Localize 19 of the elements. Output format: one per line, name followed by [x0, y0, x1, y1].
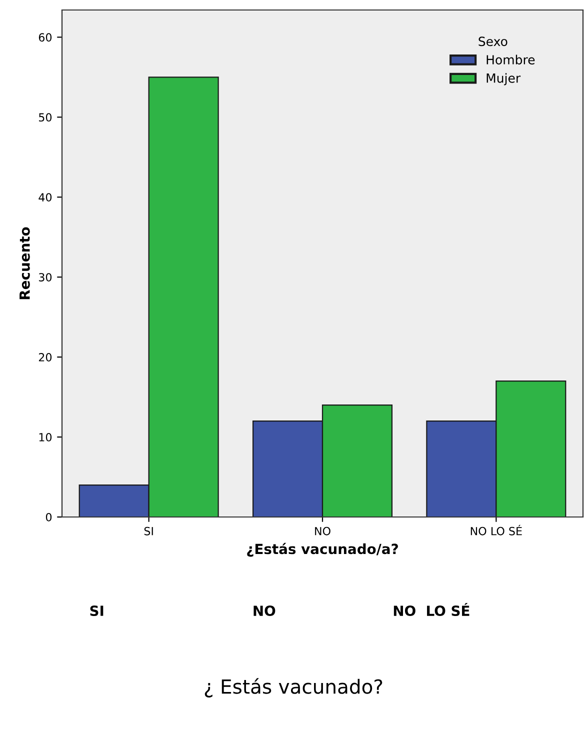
y-tick-label: 0 — [46, 512, 52, 522]
legend-label: Hombre — [486, 54, 535, 64]
y-axis-title: Recuento — [20, 227, 30, 300]
x-tick-label: NO — [315, 526, 330, 536]
y-tick-label: 20 — [38, 353, 52, 362]
x-tick-label: SI — [144, 526, 153, 536]
x-tick-label: NO LO SÉ — [470, 524, 522, 536]
text: NO — [254, 606, 276, 616]
legend-label: Mujer — [486, 73, 521, 86]
text: SI — [90, 606, 104, 616]
x-axis-title: ¿Estás vacunado/a? — [247, 542, 398, 557]
text: ¿ Estás vacunado? — [204, 678, 382, 698]
y-tick-label: 10 — [39, 433, 52, 442]
legend-title: Sexo — [478, 36, 508, 46]
text: NO LO SÉ — [394, 602, 470, 616]
y-tick-label: 60 — [38, 33, 52, 42]
y-tick-label: 50 — [38, 113, 52, 122]
y-tick-label: 40 — [38, 193, 52, 202]
y-tick-label: 30 — [38, 273, 52, 282]
